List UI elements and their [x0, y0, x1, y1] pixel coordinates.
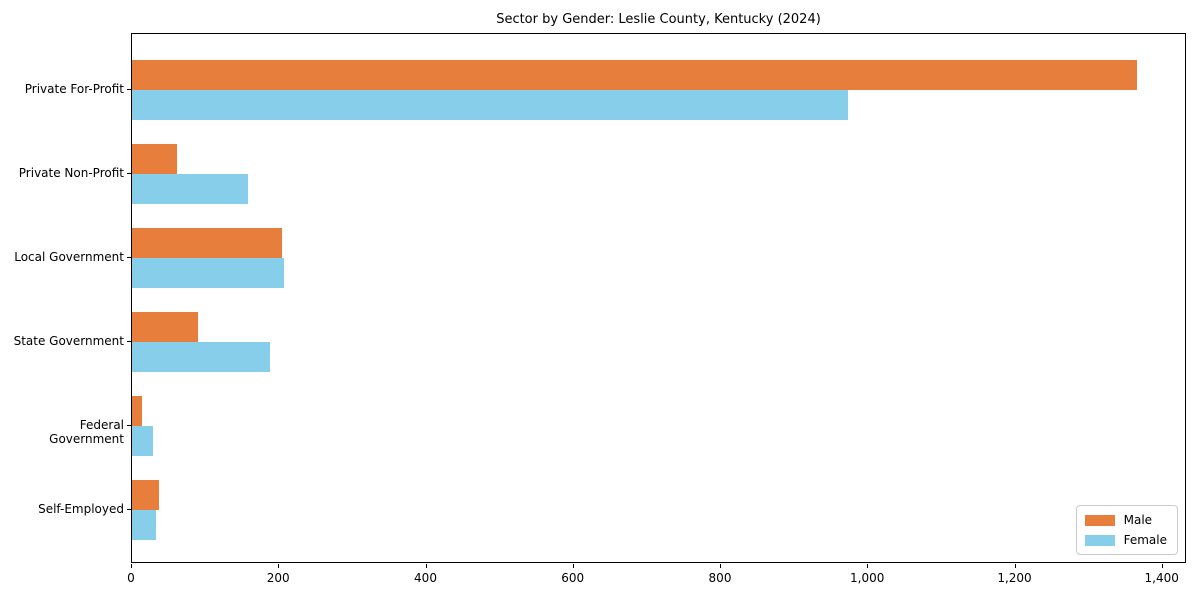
legend-entry-female: Female [1084, 533, 1167, 547]
x-tick-label: 200 [266, 571, 290, 585]
y-tick-label: Self-Employed [38, 502, 124, 516]
x-tick-mark [425, 564, 427, 568]
y-tick-label: Private Non-Profit [18, 166, 124, 180]
y-tick-mark [127, 257, 131, 258]
y-tick-mark [127, 509, 131, 510]
y-tick-mark [127, 341, 131, 342]
legend: Male Female [1075, 505, 1178, 555]
y-tick-label: Local Government [14, 250, 124, 264]
bar-male-6 [132, 480, 159, 510]
x-tick-label: 600 [561, 571, 585, 585]
bar-female-2 [132, 174, 249, 204]
x-tick-mark [278, 564, 280, 568]
y-tick-label: Federal Government [49, 418, 124, 446]
x-tick-mark [131, 564, 132, 568]
x-tick-mark [572, 564, 574, 568]
x-tick-mark [1014, 564, 1016, 568]
y-tick-label: Private For-Profit [24, 82, 124, 96]
legend-swatch-icon [1084, 514, 1115, 526]
bar-female-3 [132, 258, 285, 288]
y-tick-label: State Government [13, 334, 124, 348]
bar-male-5 [132, 396, 142, 426]
legend-label: Male [1123, 513, 1153, 527]
x-tick-mark [867, 564, 869, 568]
legend-swatch-icon [1084, 534, 1115, 546]
y-tick-mark [127, 425, 131, 426]
x-tick-label: 800 [708, 571, 732, 585]
bar-female-5 [132, 426, 153, 456]
x-tick-label: 400 [414, 571, 437, 585]
x-tick-label: 1,400 [1144, 571, 1179, 585]
bar-female-4 [132, 342, 271, 372]
x-tick-mark [1161, 564, 1163, 568]
x-tick-label: 1,200 [997, 571, 1032, 585]
bar-female-6 [132, 510, 157, 540]
bar-male-1 [132, 60, 1137, 90]
bar-male-3 [132, 228, 282, 258]
legend-label: Female [1123, 533, 1167, 547]
y-tick-mark [127, 173, 131, 174]
x-tick-mark [720, 564, 721, 568]
chart-title: Sector by Gender: Leslie County, Kentuck… [496, 12, 821, 27]
plot-area: Male Female [131, 33, 1186, 563]
x-tick-label: 1,000 [850, 571, 885, 585]
bar-male-4 [132, 312, 198, 342]
x-tick-label: 0 [127, 571, 135, 585]
bar-female-1 [132, 90, 848, 120]
y-tick-mark [127, 89, 131, 90]
bar-male-2 [132, 144, 177, 174]
legend-entry-male: Male [1084, 513, 1167, 527]
